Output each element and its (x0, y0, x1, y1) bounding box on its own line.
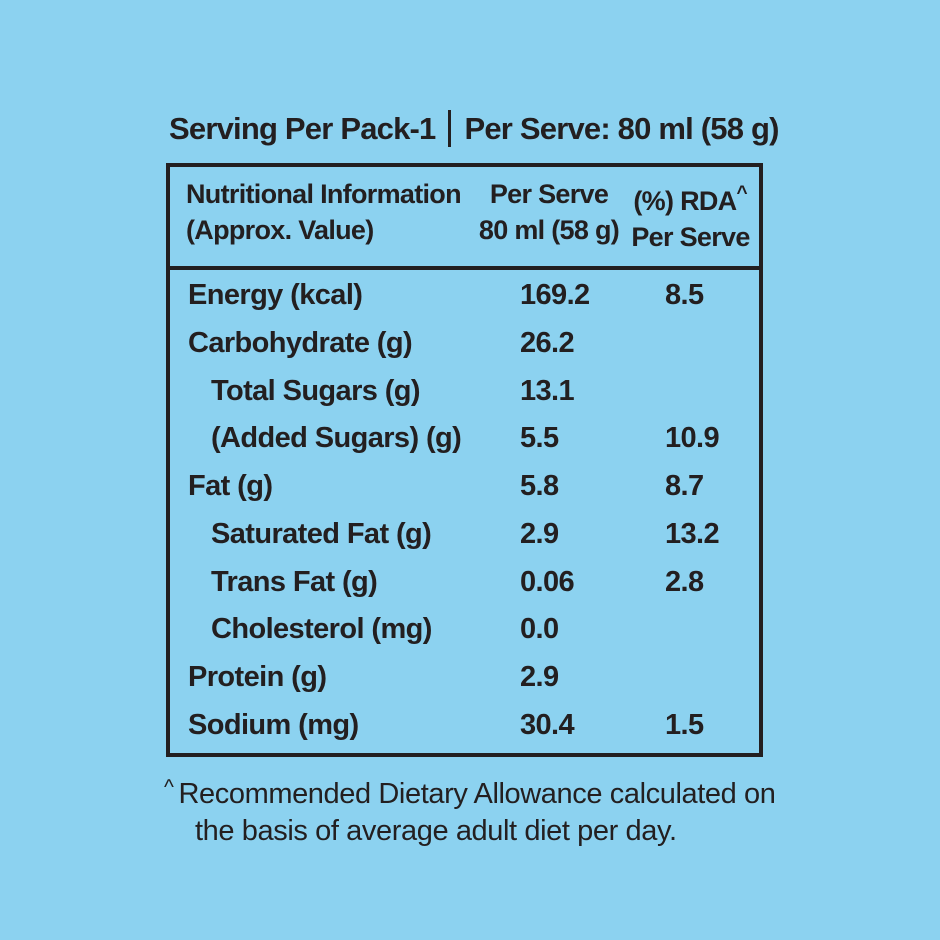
row-per-serve-value: 5.8 (520, 470, 559, 503)
nutrition-table: Nutritional Information (Approx. Value) … (166, 163, 763, 757)
row-per-serve-value: 5.5 (520, 422, 559, 455)
table-row-sodium: Sodium (mg) 30.4 1.5 (170, 701, 759, 749)
title-divider (448, 110, 452, 147)
table-row-total-sugars: Total Sugars (g) 13.1 (170, 367, 759, 415)
table-body: Energy (kcal) 169.2 8.5 Carbohydrate (g)… (170, 270, 759, 753)
footnote-caret: ^ (164, 776, 174, 799)
row-rda-value: 8.5 (665, 279, 704, 312)
table-row-saturated-fat: Saturated Fat (g) 2.9 13.2 (170, 511, 759, 559)
row-rda-value: 10.9 (665, 422, 720, 455)
row-label: Protein (g) (188, 660, 327, 693)
row-label: Total Sugars (g) (211, 374, 421, 407)
table-row-fat: Fat (g) 5.8 8.7 (170, 463, 759, 511)
table-row-energy: Energy (kcal) 169.2 8.5 (170, 272, 759, 320)
header-col2-line1: Per Serve (489, 179, 609, 209)
table-row-cholesterol: Cholesterol (mg) 0.0 (170, 606, 759, 654)
serving-per-pack-text: Serving Per Pack-1 (169, 110, 436, 146)
footnote-line2: the basis of average adult diet per day. (195, 815, 677, 847)
header-col3-line1: (%) RDA^ (622, 176, 759, 219)
row-per-serve-value: 2.9 (520, 660, 559, 693)
row-label: Sodium (mg) (188, 708, 359, 741)
row-label: Cholesterol (mg) (211, 613, 432, 646)
header-col2-line2: 80 ml (58 g) (478, 215, 620, 245)
table-header-row: Nutritional Information (Approx. Value) … (170, 167, 759, 270)
rda-caret: ^ (736, 183, 748, 204)
row-per-serve-value: 26.2 (520, 327, 575, 360)
row-rda-value: 1.5 (665, 708, 704, 741)
table-row-protein: Protein (g) 2.9 (170, 654, 759, 702)
header-rda-text: (%) RDA (633, 186, 737, 216)
row-label: Fat (g) (188, 470, 273, 503)
row-per-serve-value: 30.4 (520, 708, 575, 741)
row-rda-value: 2.8 (665, 565, 704, 598)
row-label: Energy (kcal) (188, 279, 363, 312)
row-label: Saturated Fat (g) (211, 517, 432, 550)
footnote-line1-text: Recommended Dietary Allowance calculated… (178, 778, 776, 810)
rda-footnote: ^ Recommended Dietary Allowance calculate… (164, 769, 776, 850)
row-rda-value: 13.2 (665, 517, 720, 550)
row-rda-value: 8.7 (665, 470, 704, 503)
header-col1-line1: Nutritional Information (186, 179, 462, 209)
table-row-added-sugars: (Added Sugars) (g) 5.5 10.9 (170, 415, 759, 463)
table-row-carbohydrate: Carbohydrate (g) 26.2 (170, 320, 759, 368)
serving-title: Serving Per Pack-1 Per Serve: 80 ml (58 … (169, 110, 779, 147)
per-serve-text: Per Serve: 80 ml (58 g) (464, 110, 779, 146)
header-col3-line2: Per Serve (631, 222, 750, 252)
table-row-trans-fat: Trans Fat (g) 0.06 2.8 (170, 558, 759, 606)
row-label: Trans Fat (g) (211, 565, 378, 598)
row-label: (Added Sugars) (g) (211, 422, 462, 455)
row-per-serve-value: 0.0 (520, 613, 559, 646)
row-per-serve-value: 2.9 (520, 517, 559, 550)
row-per-serve-value: 0.06 (520, 565, 575, 598)
row-label: Carbohydrate (g) (188, 327, 413, 360)
row-per-serve-value: 169.2 (520, 279, 590, 312)
header-rda: (%) RDA^ Per Serve (622, 176, 759, 255)
header-per-serve: Per Serve 80 ml (58 g) (476, 176, 622, 255)
header-nutritional-information: Nutritional Information (Approx. Value) (170, 176, 476, 255)
header-col1-line2: (Approx. Value) (186, 215, 374, 245)
row-per-serve-value: 13.1 (520, 374, 575, 407)
footnote-line1: ^ Recommended Dietary Allowance calculate… (164, 769, 776, 813)
